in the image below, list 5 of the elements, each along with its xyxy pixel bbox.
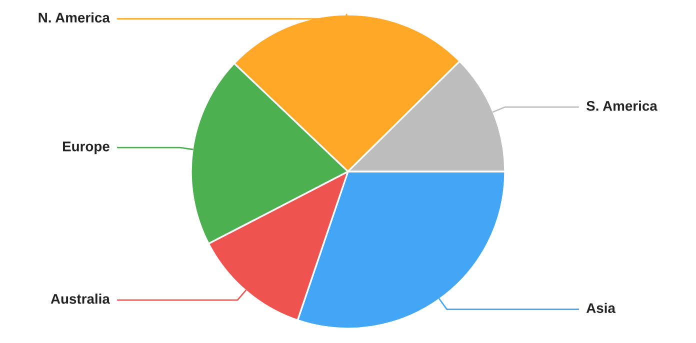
slice-label: N. America <box>38 12 110 23</box>
slice-label: Asia <box>586 302 616 314</box>
slice-label: Europe <box>62 142 110 154</box>
slice-label: Australia <box>50 294 110 304</box>
slice-label: S. America <box>586 100 658 111</box>
